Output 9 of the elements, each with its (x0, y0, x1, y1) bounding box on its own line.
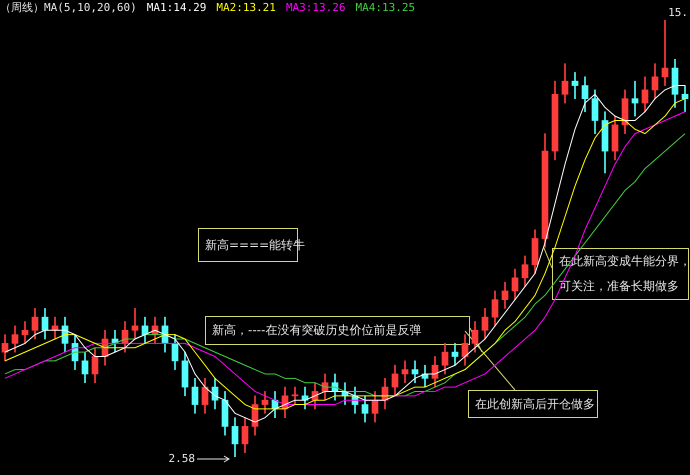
annotation: 在此创新高后开仓做多 (475, 396, 595, 412)
text: MA4:13.25 (356, 1, 416, 14)
text: MA2:13.21 (216, 1, 276, 14)
annotation: 新高，----在没有突破历史价位前是反弹 (212, 322, 422, 339)
text: MA3:13.26 (286, 1, 346, 14)
text: MA1:14.29 (146, 1, 206, 14)
chart-title: （周线）MA(5,10,20,60) (0, 1, 137, 14)
text: 15. (668, 6, 688, 19)
annotation: 2.58 (168, 452, 195, 465)
